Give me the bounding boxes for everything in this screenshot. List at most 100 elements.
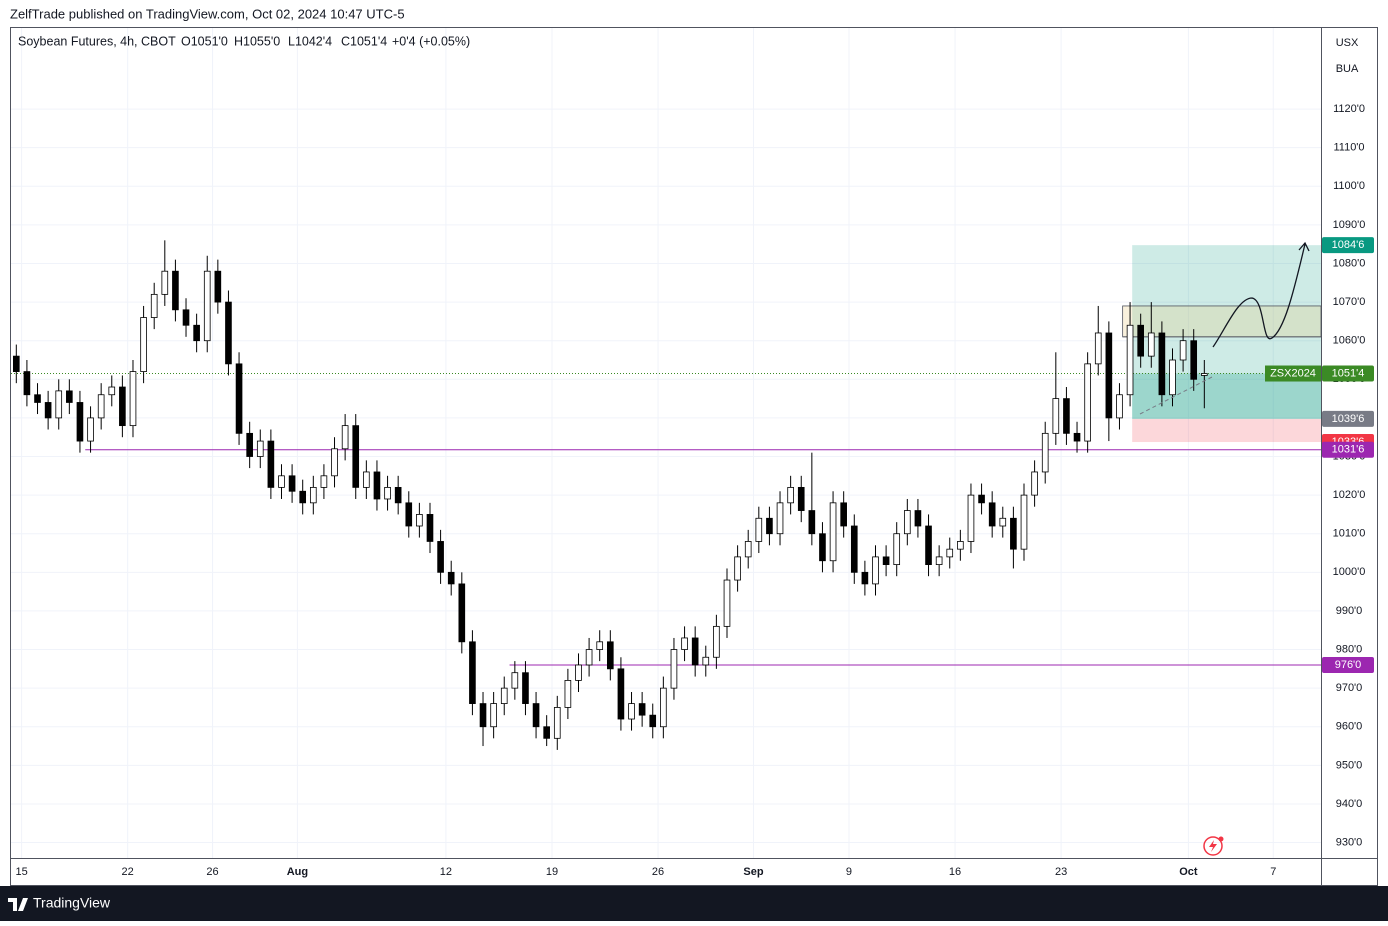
candle-body: [872, 556, 879, 585]
candle-body: [299, 490, 307, 504]
y-tick-label: 930'0: [1336, 836, 1363, 848]
candle-body: [394, 486, 402, 504]
candle-body: [978, 494, 985, 504]
candle-body: [309, 486, 317, 504]
candle-body: [405, 502, 413, 527]
candle-body: [575, 664, 582, 681]
price-label-bg: [1322, 365, 1374, 382]
candle-body: [119, 386, 126, 427]
candle-body: [225, 301, 232, 365]
candle-body: [172, 270, 179, 311]
candle-body: [193, 324, 200, 342]
candle-body: [946, 548, 954, 558]
candle-body: [23, 371, 31, 396]
candle-body: [500, 687, 508, 704]
candle-body: [914, 510, 922, 527]
plot-area: [11, 28, 1321, 858]
candle-body: [532, 703, 540, 728]
candle-body: [1169, 359, 1176, 396]
candle-body: [702, 656, 710, 666]
candle-body: [543, 726, 550, 739]
symbol-title: Soybean Futures, 4h, CBOT: [18, 34, 176, 48]
candle-body: [55, 390, 63, 419]
y-tick-label: 970'0: [1336, 682, 1363, 694]
candle-body: [490, 703, 497, 728]
y-tick-label: 1060'0: [1333, 335, 1366, 347]
candle-body: [426, 514, 434, 542]
ohlc-value: +0'4 (+0.05%): [392, 34, 470, 48]
candle-body: [797, 486, 805, 511]
toolbar-button-bg[interactable]: [1325, 59, 1369, 79]
candle-body: [1020, 494, 1028, 550]
toolbar-button-bg[interactable]: [1325, 33, 1369, 53]
frame: [10, 27, 1378, 886]
candle-body: [140, 317, 147, 372]
symbol-label: ZSX2024: [1270, 367, 1316, 379]
ohlc-value: O1051'0: [181, 34, 228, 48]
candle-body: [734, 556, 741, 581]
candle-body: [681, 637, 688, 650]
price-label-bg: [1322, 237, 1374, 254]
candle-body: [893, 533, 901, 566]
candle-body: [129, 371, 137, 427]
candle-body: [363, 471, 370, 488]
candle-body: [437, 541, 444, 573]
candle-body: [278, 475, 285, 488]
candle-body: [1063, 398, 1070, 434]
ohlc-value: C1051'4: [341, 34, 387, 48]
hand-drawn-arrow: [1212, 241, 1310, 348]
candle-body: [511, 672, 519, 689]
candle-body: [108, 386, 116, 396]
candle-body: [373, 471, 381, 500]
candle-body: [776, 502, 784, 535]
price-label: 976'0: [1335, 659, 1362, 671]
candle-body: [1041, 432, 1049, 473]
candle-body: [469, 641, 476, 704]
candle-body: [522, 672, 529, 704]
candle-body: [606, 641, 614, 670]
candle-body: [1084, 363, 1091, 442]
candle-body: [1137, 324, 1144, 357]
candle-body: [670, 649, 678, 689]
candle-body: [214, 270, 222, 303]
replay-icon[interactable]: [1203, 836, 1224, 856]
candle-body: [1126, 324, 1134, 396]
y-tick-label: 1110'0: [1333, 142, 1364, 154]
candle-body: [458, 583, 466, 643]
candle-body: [861, 571, 869, 585]
y-tick-label: 960'0: [1336, 721, 1363, 733]
price-label-bg: [1322, 410, 1374, 427]
x-tick-label: 12: [440, 866, 452, 878]
y-tick-label: 1080'0: [1333, 257, 1366, 269]
candle-body: [957, 541, 964, 550]
candle-body: [352, 425, 360, 488]
y-tick-label: 1000'0: [1333, 566, 1366, 578]
toolbar-button[interactable]: BUA: [1336, 63, 1359, 75]
candle-body: [925, 525, 932, 566]
candle-body: [596, 641, 604, 650]
candle-body: [44, 402, 52, 419]
y-tick-label: 1070'0: [1333, 296, 1366, 308]
candle-body: [1116, 394, 1123, 419]
candle-body: [988, 502, 996, 527]
y-tick-label: 950'0: [1336, 759, 1363, 771]
candle-body: [617, 668, 625, 720]
toolbar-button[interactable]: USX: [1336, 37, 1359, 49]
price-label-bg: [1322, 441, 1374, 458]
price-label: 1051'4: [1332, 367, 1365, 379]
price-label: 1084'6: [1332, 239, 1365, 251]
candle-body: [638, 703, 646, 716]
candle-body: [840, 502, 847, 527]
candle-body: [288, 475, 296, 492]
candle-body: [744, 541, 752, 558]
y-tick-label: 1120'0: [1333, 103, 1365, 115]
x-tick-label: 7: [1270, 866, 1276, 878]
candle-body: [97, 394, 105, 419]
candle-body: [267, 440, 275, 488]
y-tick-label: 1020'0: [1333, 489, 1366, 501]
candle-body: [76, 402, 84, 442]
candle-body: [161, 270, 169, 295]
